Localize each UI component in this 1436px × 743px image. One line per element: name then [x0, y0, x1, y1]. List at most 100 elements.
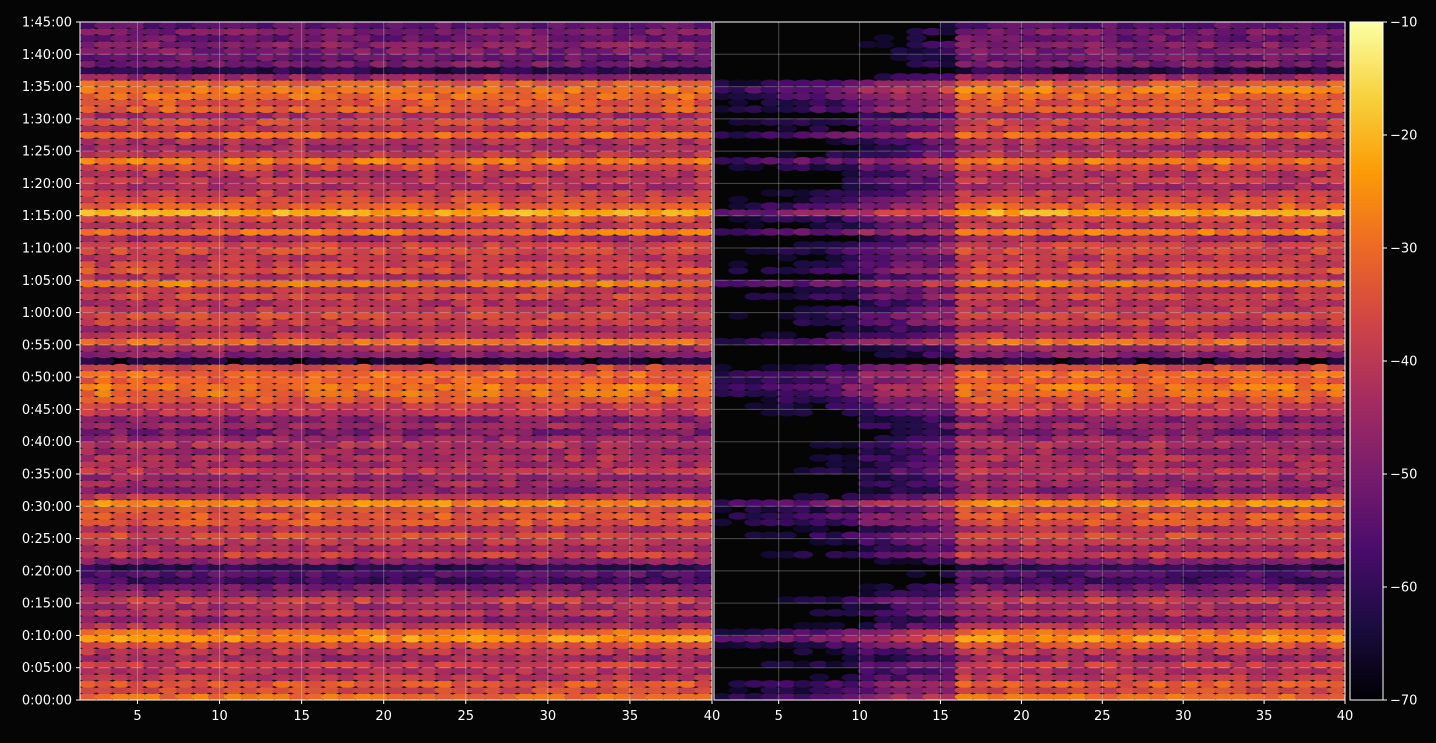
heatmap-cell: [694, 377, 714, 385]
heatmap-cell: [1327, 693, 1347, 701]
heatmap-cell: [694, 344, 714, 352]
heatmap-cell: [694, 222, 714, 230]
heatmap-cell: [694, 21, 714, 29]
heatmap-cell: [694, 28, 714, 36]
heatmap-cell: [694, 499, 714, 507]
heatmap-cell: [694, 390, 714, 398]
heatmap-cell: [694, 674, 714, 682]
heatmap-cell: [694, 480, 714, 488]
heatmap-cell: [694, 164, 714, 172]
heatmap-cell: [694, 525, 714, 533]
heatmap-cell: [694, 467, 714, 475]
heatmap-cell: [906, 570, 926, 578]
heatmap-cell: [1327, 616, 1347, 624]
heatmap-cell: [694, 493, 714, 501]
heatmap-cell: [1327, 603, 1347, 611]
heatmap-cell: [694, 616, 714, 624]
heatmap-cell: [694, 131, 714, 139]
heatmap-cell: [694, 105, 714, 113]
heatmap-cell: [1327, 583, 1347, 591]
heatmap-cells: [78, 21, 714, 700]
heatmap-cell: [1327, 661, 1347, 669]
heatmap-cell: [208, 357, 228, 365]
heatmap-cell: [694, 512, 714, 520]
heatmap-cell: [694, 409, 714, 417]
heatmap-cell: [825, 622, 845, 630]
heatmap-cell: [694, 312, 714, 320]
x-tick-label: 20: [375, 709, 392, 724]
heatmap-cell: [694, 47, 714, 55]
heatmap-cell: [694, 73, 714, 81]
heatmap-cell: [694, 538, 714, 546]
heatmap-cell: [694, 60, 714, 68]
heatmap-cell: [793, 648, 813, 656]
heatmap-cell: [1327, 590, 1347, 598]
heatmap-cell: [694, 209, 714, 217]
heatmap-cell: [694, 628, 714, 636]
heatmap-cell: [694, 422, 714, 430]
heatmap-cell: [694, 196, 714, 204]
heatmap-cell: [874, 583, 894, 591]
heatmap-cell: [694, 570, 714, 578]
heatmap-cell: [1327, 538, 1347, 546]
heatmap-cell: [777, 532, 797, 540]
heatmap-cell: [694, 357, 714, 365]
heatmap-cell: [694, 680, 714, 688]
heatmap-cell: [1327, 628, 1347, 636]
heatmap-cell: [694, 648, 714, 656]
heatmap-cell: [809, 674, 829, 682]
heatmap-cell: [694, 557, 714, 565]
heatmap-cell: [694, 241, 714, 249]
heatmap-cell: [94, 357, 114, 365]
heatmap-cell: [1327, 545, 1347, 553]
heatmap-cell: [694, 93, 714, 101]
heatmap-cell: [694, 228, 714, 236]
heatmap-cell: [694, 635, 714, 643]
heatmap-cell: [694, 151, 714, 159]
heatmap-cell: [694, 118, 714, 126]
heatmap-cell: [402, 357, 422, 365]
heatmap-panel-1: 5 10 15 20 25 30 35 40: [78, 21, 720, 724]
heatmap-cell: [337, 357, 357, 365]
x-tick-label: 15: [293, 709, 310, 724]
heatmap-cell: [1327, 680, 1347, 688]
heatmap-cell: [809, 525, 829, 533]
heatmap-cell: [694, 435, 714, 443]
x-tick-label: 5: [133, 709, 141, 724]
heatmap-cell: [694, 273, 714, 281]
heatmap-cell: [694, 402, 714, 410]
heatmap-cell: [1327, 674, 1347, 682]
heatmap-cell: [694, 545, 714, 553]
heatmap-cell: [694, 41, 714, 49]
x-tick-label: 30: [540, 709, 557, 724]
heatmap-cell: [694, 364, 714, 372]
heatmap-cell: [694, 331, 714, 339]
heatmap-cell: [694, 254, 714, 262]
heatmap-cell: [1327, 557, 1347, 565]
heatmap-cell: [1327, 648, 1347, 656]
x-tick-label: 25: [457, 709, 474, 724]
heatmap-cell: [1327, 635, 1347, 643]
x-tick-label: 35: [622, 709, 639, 724]
heatmap-cell: [1327, 570, 1347, 578]
heatmap-cell: [694, 693, 714, 701]
x-tick-label: 40: [704, 709, 721, 724]
heatmap-cell: [694, 286, 714, 294]
heatmap-cell: [273, 357, 293, 365]
heatmap-cell: [629, 357, 649, 365]
x-tick-label: 10: [211, 709, 228, 724]
heatmap-cell: [694, 299, 714, 307]
heatmap-cell: [694, 138, 714, 146]
heatmap-cell: [694, 86, 714, 94]
heatmap-cell: [694, 319, 714, 327]
heatmap-cell: [694, 454, 714, 462]
heatmap-cell: [564, 357, 584, 365]
heatmap-cell: [694, 661, 714, 669]
heatmap-cell: [694, 448, 714, 456]
heatmap-cell: [793, 551, 813, 559]
heatmap-cell: [694, 176, 714, 184]
heatmap-cell: [694, 583, 714, 591]
